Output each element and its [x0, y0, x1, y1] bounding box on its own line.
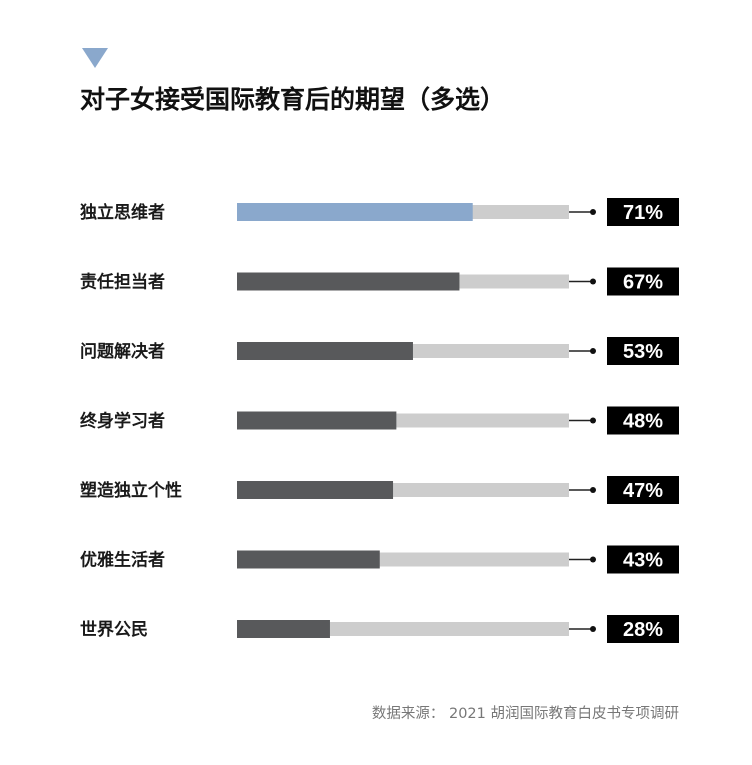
bar [237, 411, 397, 430]
value-badge [607, 267, 679, 296]
data-label: 47% [623, 480, 663, 502]
title-marker-triangle [82, 48, 108, 68]
bar [237, 342, 413, 360]
bar [237, 272, 460, 291]
data-label: 71% [623, 202, 663, 224]
value-badge [607, 545, 679, 574]
connector-dot [590, 626, 596, 632]
category-label: 问题解决者 [80, 341, 165, 362]
category-label: 终身学习者 [80, 411, 165, 432]
value-badge [607, 337, 679, 365]
connector-dot [590, 209, 596, 215]
value-badge [607, 198, 679, 226]
value-badge [607, 476, 679, 504]
data-label: 53% [623, 341, 663, 363]
data-label: 28% [623, 619, 663, 641]
bar [237, 550, 380, 569]
bar [237, 481, 394, 499]
category-label: 责任担当者 [80, 272, 165, 293]
connector-dot [590, 556, 596, 563]
connector-dot [590, 487, 596, 493]
connector-dot [590, 348, 596, 354]
category-label: 独立思维者 [80, 202, 165, 223]
chart-title: 对子女接受国际教育后的期望（多选） [80, 85, 505, 114]
category-label: 塑造独立个性 [80, 480, 182, 501]
category-label: 优雅生活者 [80, 550, 165, 571]
data-label: 43% [623, 550, 663, 572]
connector-dot [590, 278, 596, 285]
bar [237, 203, 473, 221]
category-label: 世界公民 [80, 620, 148, 640]
source-note: 数据来源： 2021 胡润国际教育白皮书专项调研 [372, 705, 679, 722]
value-badge [607, 406, 679, 435]
connector-dot [590, 417, 596, 424]
data-label: 67% [623, 272, 663, 294]
bars-group: 独立思维者 71% 责任担当者 67% 问题解决者 53% 终身学习者 48% 塑造独立个性 47… [80, 198, 679, 643]
bar [237, 620, 330, 638]
data-label: 48% [623, 411, 663, 433]
value-badge [607, 615, 679, 643]
